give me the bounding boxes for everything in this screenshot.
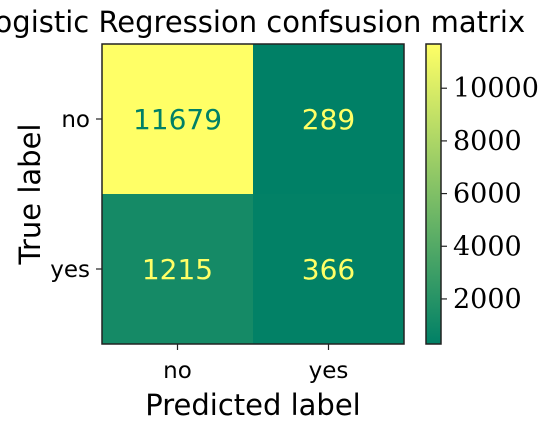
colorbar-tick-label: 8000 (453, 126, 522, 157)
colorbar-gradient (425, 43, 442, 345)
y-tick-label: yes (50, 257, 90, 283)
colorbar: 2000 4000 6000 8000 10000 (425, 43, 539, 345)
y-tick-label: no (61, 107, 90, 133)
cell-value-label: 1215 (142, 253, 213, 286)
y-tick-labels: no yes (50, 107, 102, 283)
matrix-frame (101, 43, 405, 345)
y-axis-label: True label (13, 124, 47, 266)
matrix-cell (253, 194, 404, 344)
colorbar-tick-label: 6000 (453, 179, 522, 210)
matrix-cell (102, 194, 253, 344)
x-tick-labels: no yes (163, 344, 348, 384)
x-tick-label: no (163, 358, 192, 384)
cell-value-label: 289 (302, 103, 355, 136)
colorbar-tick-label: 10000 (453, 73, 539, 104)
chart-title: Logistic Regression confsusion matrix (0, 5, 525, 39)
matrix-cells: 11679 289 1215 366 (102, 44, 404, 344)
colorbar-tick-label: 2000 (453, 284, 522, 315)
colorbar-tick-label: 4000 (453, 231, 522, 262)
matrix-cell (102, 44, 253, 194)
matrix-cell (253, 44, 404, 194)
cell-value-label: 11679 (133, 103, 222, 136)
x-axis-label: Predicted label (145, 388, 361, 422)
cell-value-label: 366 (302, 253, 355, 286)
x-tick-label: yes (309, 358, 349, 384)
colorbar-ticks: 2000 4000 6000 8000 10000 (441, 73, 539, 315)
